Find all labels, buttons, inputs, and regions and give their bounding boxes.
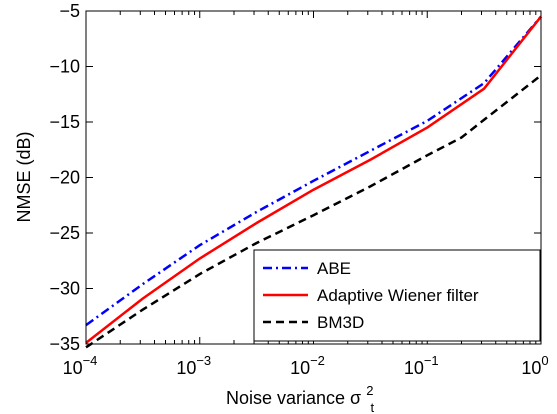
x-tick-label: 10−3 (176, 353, 211, 378)
x-tick-label-exponent: −3 (196, 353, 211, 368)
y-tick-label: −5 (59, 1, 80, 21)
y-tick-label: −10 (49, 57, 80, 77)
series-line-2 (85, 15, 542, 344)
x-axis-label-subscript: t (370, 400, 374, 414)
x-tick-label-base: 10 (404, 358, 424, 378)
x-tick-label-base: 10 (290, 358, 310, 378)
series-line-1 (85, 15, 542, 327)
x-tick-label-exponent: −4 (83, 353, 98, 368)
x-axis-label: Noise variance σ 2 t (226, 379, 378, 414)
x-tick-label-base: 10 (521, 358, 541, 378)
y-tick-label: −30 (49, 279, 80, 299)
y-tick-label: −25 (49, 223, 80, 243)
x-axis-label-main: Noise variance σ (226, 388, 361, 408)
legend-label-3: BM3D (317, 313, 364, 332)
x-tick-label-base: 10 (63, 358, 83, 378)
x-tick-label-exponent: −2 (310, 353, 325, 368)
x-tick-label: 10−1 (404, 353, 439, 378)
y-tick-label: −20 (49, 168, 80, 188)
series-line-3 (85, 74, 542, 349)
x-tick-label-base: 10 (176, 358, 196, 378)
legend: ABE Adaptive Wiener filter BM3D (253, 249, 541, 342)
x-tick-label: 10−2 (290, 353, 325, 378)
x-tick-label-exponent: 0 (541, 353, 548, 368)
x-tick-label: 10−4 (63, 353, 98, 378)
legend-label-2: Adaptive Wiener filter (317, 286, 479, 305)
series-layer (85, 15, 542, 349)
axes-layer: 10−4 10−3 10−2 10−1 100−35−30−25−20−15−10−5 (49, 1, 548, 378)
x-axis-label-superscript: 2 (366, 383, 373, 398)
y-tick-label: −35 (49, 334, 80, 354)
x-tick-label: 100 (521, 353, 548, 378)
x-tick-label-exponent: −1 (424, 353, 439, 368)
y-axis-label: NMSE (dB) (14, 131, 34, 222)
legend-label-1: ABE (317, 259, 351, 278)
y-tick-label: −15 (49, 112, 80, 132)
